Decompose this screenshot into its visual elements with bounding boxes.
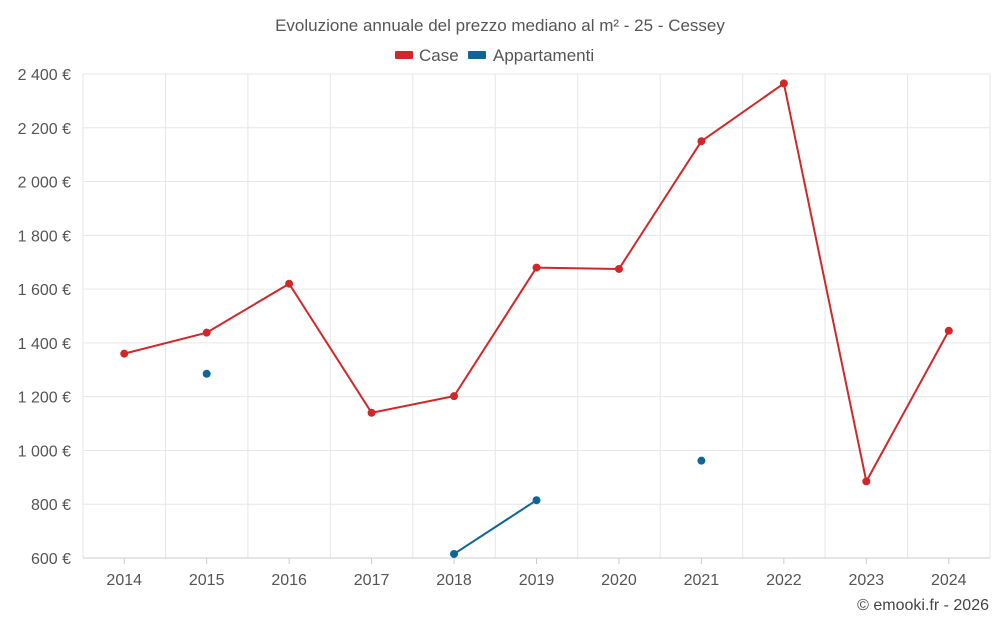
data-point-appartamenti[interactable]	[450, 549, 459, 558]
data-point-case[interactable]	[944, 326, 953, 335]
data-point-case[interactable]	[367, 408, 376, 417]
x-tick-label: 2022	[766, 572, 802, 589]
y-tick-label: 2 400 €	[18, 67, 71, 84]
legend-label-case: Case	[419, 46, 459, 65]
x-tick-label: 2016	[271, 572, 307, 589]
data-point-appartamenti[interactable]	[532, 496, 541, 505]
data-point-case[interactable]	[450, 392, 459, 401]
x-tick-label: 2020	[601, 572, 637, 589]
y-tick-label: 1 600 €	[18, 282, 71, 299]
data-point-appartamenti[interactable]	[697, 456, 706, 465]
x-tick-label: 2024	[931, 572, 967, 589]
legend-item-appartamenti[interactable]: Appartamenti	[468, 46, 594, 65]
y-tick-label: 2 200 €	[18, 121, 71, 138]
credit-text: © emooki.fr - 2026	[857, 597, 989, 614]
legend-swatch-appartamenti	[468, 51, 486, 59]
x-tick-label: 2014	[106, 572, 142, 589]
data-point-case[interactable]	[202, 328, 211, 337]
y-tick-label: 1 200 €	[18, 390, 71, 407]
legend: Case Appartamenti	[395, 46, 594, 65]
legend-swatch-case	[395, 51, 413, 59]
x-axis-ticks: 2014 2015 2016 2017 2018 2019 2020 2021 2022 2023…	[106, 558, 967, 589]
legend-item-case[interactable]: Case	[395, 46, 459, 65]
y-tick-label: 1 800 €	[18, 228, 71, 245]
series-layer	[120, 79, 953, 558]
legend-label-appartamenti: Appartamenti	[493, 46, 594, 65]
data-point-case[interactable]	[285, 279, 294, 288]
data-point-case[interactable]	[614, 264, 623, 273]
data-point-case[interactable]	[532, 263, 541, 272]
data-point-case[interactable]	[697, 137, 706, 146]
series-line-appartamenti	[453, 499, 538, 555]
x-tick-label: 2018	[436, 572, 472, 589]
x-tick-label: 2023	[849, 572, 885, 589]
data-point-appartamenti[interactable]	[202, 369, 211, 378]
x-tick-label: 2021	[684, 572, 720, 589]
series-case	[120, 79, 953, 486]
x-tick-label: 2019	[519, 572, 555, 589]
x-tick-label: 2017	[354, 572, 390, 589]
x-tick-label: 2015	[189, 572, 225, 589]
x-gridlines	[82, 74, 991, 558]
y-tick-label: 1 400 €	[18, 336, 71, 353]
y-tick-label: 1 000 €	[18, 443, 71, 460]
y-tick-label: 800 €	[31, 497, 71, 514]
y-tick-label: 2 000 €	[18, 175, 71, 192]
chart-title: Evoluzione annuale del prezzo mediano al…	[275, 16, 725, 35]
data-point-case[interactable]	[779, 79, 788, 88]
y-gridlines	[83, 73, 990, 505]
data-point-case[interactable]	[862, 477, 871, 486]
series-appartamenti	[202, 369, 706, 558]
y-axis-ticks: 600 € 800 € 1 000 € 1 200 € 1 400 € 1 600 € 1 …	[18, 67, 71, 568]
y-tick-label: 600 €	[31, 551, 71, 568]
data-point-case[interactable]	[120, 349, 129, 358]
